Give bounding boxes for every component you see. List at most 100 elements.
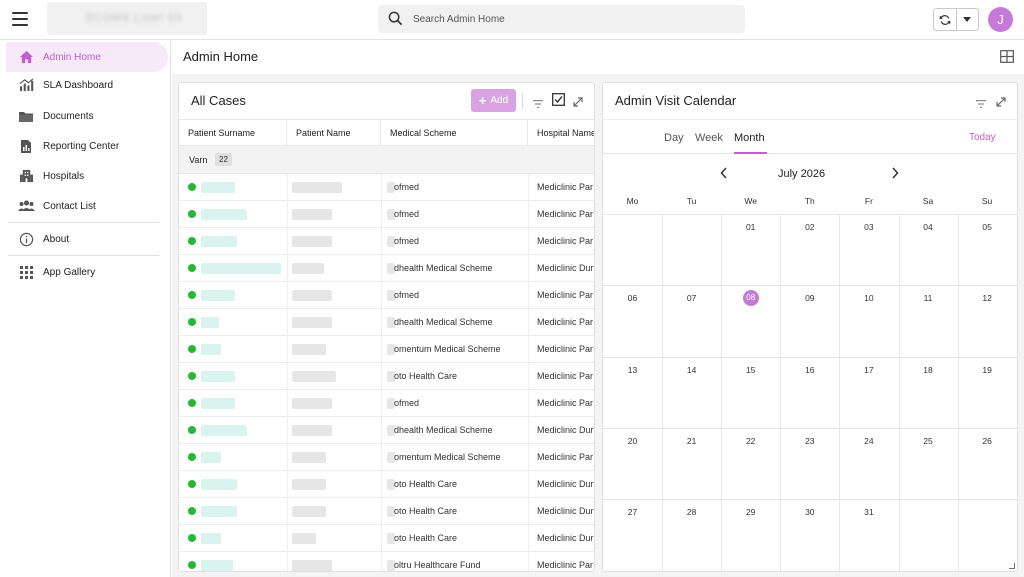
prev-month-icon[interactable] bbox=[720, 167, 728, 182]
calendar-day[interactable]: 18 bbox=[923, 364, 933, 375]
calendar-day[interactable]: 22 bbox=[745, 435, 756, 446]
calendar-day[interactable]: 27 bbox=[627, 507, 638, 518]
column-header-name[interactable]: Patient Name bbox=[287, 120, 381, 147]
table-row[interactable]: dhealth Medical Scheme Mediclinic Par bbox=[179, 309, 594, 336]
calendar-day[interactable]: 16 bbox=[805, 364, 815, 375]
column-header-surname[interactable]: Patient Surname bbox=[179, 120, 287, 147]
table-row[interactable]: oto Health Care Mediclinic Par bbox=[179, 363, 594, 390]
sidebar-item-app-gallery[interactable]: App Gallery bbox=[6, 257, 168, 287]
table-row[interactable]: ofmed Mediclinic Par bbox=[179, 201, 594, 228]
toolbar-divider bbox=[522, 93, 523, 109]
column-divider bbox=[381, 390, 382, 417]
table-row[interactable]: oto Health Care Mediclinic Dur bbox=[179, 498, 594, 525]
search-bar[interactable] bbox=[378, 5, 745, 33]
medical-scheme-cell: ofmed bbox=[394, 209, 420, 219]
redacted-scheme-prefix bbox=[387, 344, 395, 355]
calendar-day[interactable]: 21 bbox=[686, 435, 697, 446]
tab-week[interactable]: Week bbox=[695, 132, 723, 144]
sync-dropdown-button[interactable] bbox=[957, 9, 979, 30]
app-logo[interactable]: SCOMS Liner 03 bbox=[47, 2, 207, 35]
table-row[interactable]: dhealth Medical Scheme Mediclinic Dur bbox=[179, 417, 594, 444]
calendar-day[interactable]: 10 bbox=[864, 293, 874, 304]
resize-handle[interactable] bbox=[1009, 563, 1015, 569]
calendar-day-today[interactable]: 08 bbox=[742, 290, 759, 307]
column-divider bbox=[287, 309, 288, 336]
calendar-day[interactable]: 02 bbox=[805, 222, 815, 232]
sidebar-item-documents[interactable]: Documents bbox=[6, 101, 168, 131]
calendar-day[interactable]: 28 bbox=[686, 507, 697, 518]
sync-button[interactable] bbox=[934, 9, 957, 30]
table-row[interactable]: omentum Medical Scheme Mediclinic Par bbox=[179, 336, 594, 363]
sidebar-item-hospitals[interactable]: Hospitals bbox=[6, 161, 168, 191]
table-row[interactable]: dhealth Medical Scheme Mediclinic Dur bbox=[179, 255, 594, 282]
table-row[interactable]: oto Health Care Mediclinic Dur bbox=[179, 525, 594, 552]
expand-icon[interactable] bbox=[573, 95, 583, 110]
layout-grid-icon[interactable] bbox=[1000, 50, 1014, 66]
medical-scheme-cell: dhealth Medical Scheme bbox=[394, 317, 493, 327]
calendar-day[interactable]: 04 bbox=[923, 222, 933, 232]
calendar-day[interactable]: 20 bbox=[627, 435, 638, 446]
add-button-label: Add bbox=[490, 95, 509, 106]
calendar-day[interactable]: 09 bbox=[805, 293, 815, 304]
calendar-day[interactable]: 26 bbox=[982, 435, 992, 446]
sidebar-item-reporting-center[interactable]: Reporting Center bbox=[6, 131, 168, 161]
table-row[interactable]: ofmed Mediclinic Par bbox=[179, 174, 594, 201]
table-row[interactable]: oto Health Care Mediclinic Dur bbox=[179, 471, 594, 498]
menu-icon[interactable] bbox=[12, 12, 28, 26]
user-avatar[interactable]: J bbox=[988, 7, 1013, 32]
table-header: Patient Surname Patient Name Medical Sch… bbox=[179, 119, 594, 147]
calendar-day[interactable]: 15 bbox=[745, 364, 756, 375]
calendar-day[interactable]: 29 bbox=[745, 507, 756, 518]
column-divider bbox=[381, 363, 382, 390]
sidebar-item-contact-list[interactable]: Contact List bbox=[6, 191, 168, 221]
status-dot bbox=[188, 426, 196, 434]
hospital-cell: Mediclinic Par bbox=[537, 398, 594, 408]
calendar-day[interactable]: 01 bbox=[745, 222, 756, 232]
column-header-hospital[interactable]: Hospital Name bbox=[537, 128, 594, 138]
tab-month[interactable]: Month bbox=[734, 132, 765, 144]
next-month-icon[interactable] bbox=[891, 167, 899, 182]
tab-day[interactable]: Day bbox=[664, 132, 684, 144]
search-input[interactable] bbox=[413, 5, 733, 33]
add-case-button[interactable]: + Add bbox=[471, 89, 516, 112]
calendar-day[interactable]: 30 bbox=[805, 507, 815, 518]
grid-line bbox=[603, 285, 1017, 287]
column-header-scheme[interactable]: Medical Scheme bbox=[381, 120, 528, 147]
calendar-day[interactable]: 23 bbox=[805, 435, 815, 446]
weekday-header: We bbox=[744, 196, 757, 206]
calendar-day[interactable]: 06 bbox=[627, 293, 638, 304]
sidebar-item-admin-home[interactable]: Admin Home bbox=[6, 42, 168, 72]
calendar-day[interactable]: 13 bbox=[627, 364, 638, 375]
column-divider bbox=[528, 336, 529, 363]
column-divider bbox=[528, 282, 529, 309]
sidebar-item-sla-dashboard[interactable]: SLA Dashboard bbox=[6, 70, 168, 100]
select-checkbox-icon[interactable] bbox=[552, 93, 565, 109]
expand-icon[interactable] bbox=[996, 95, 1006, 110]
calendar-day[interactable]: 25 bbox=[923, 435, 933, 446]
today-button[interactable]: Today bbox=[969, 132, 996, 143]
calendar-day[interactable]: 03 bbox=[864, 222, 874, 232]
table-row[interactable]: ofmed Mediclinic Par bbox=[179, 282, 594, 309]
calendar-day[interactable]: 07 bbox=[686, 293, 697, 304]
redacted-surname bbox=[201, 263, 281, 274]
table-row[interactable]: ofmed Mediclinic Par bbox=[179, 390, 594, 417]
table-row[interactable]: oltru Healthcare Fund Mediclinic Par bbox=[179, 552, 594, 571]
filter-icon[interactable] bbox=[976, 96, 986, 111]
info-icon bbox=[6, 232, 42, 247]
table-row[interactable]: omentum Medical Scheme Mediclinic Par bbox=[179, 444, 594, 471]
calendar-day[interactable]: 24 bbox=[864, 435, 874, 446]
calendar-day[interactable]: 14 bbox=[686, 364, 697, 375]
column-divider bbox=[287, 174, 288, 201]
redacted-name bbox=[292, 344, 326, 355]
calendar-day[interactable]: 12 bbox=[982, 293, 992, 304]
group-row[interactable]: Varn 22 bbox=[179, 146, 594, 174]
calendar-day[interactable]: 05 bbox=[982, 222, 992, 232]
filter-icon[interactable] bbox=[533, 96, 543, 111]
hospital-cell: Mediclinic Par bbox=[537, 209, 594, 219]
table-row[interactable]: ofmed Mediclinic Par bbox=[179, 228, 594, 255]
calendar-day[interactable]: 31 bbox=[864, 507, 874, 518]
calendar-day[interactable]: 19 bbox=[982, 364, 992, 375]
calendar-day[interactable]: 11 bbox=[923, 293, 933, 304]
calendar-day[interactable]: 17 bbox=[864, 364, 874, 375]
sidebar-item-about[interactable]: About bbox=[6, 224, 168, 254]
